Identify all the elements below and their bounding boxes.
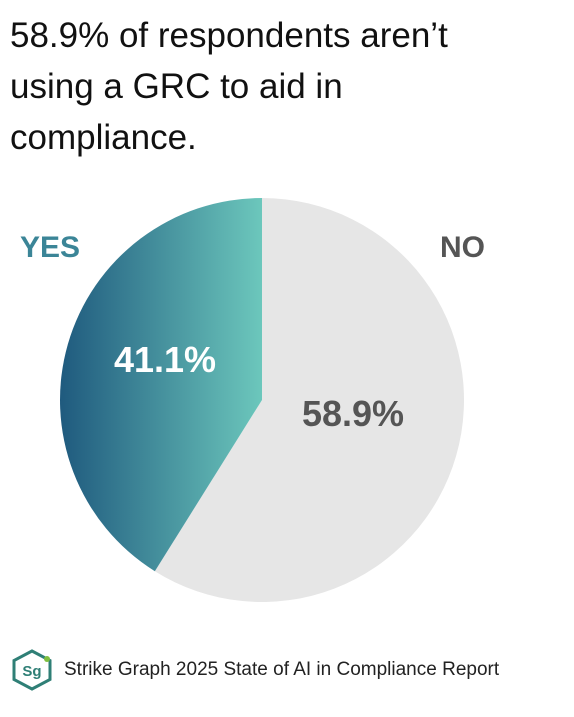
category-label-no: NO	[440, 231, 485, 264]
source-text: Strike Graph 2025 State of AI in Complia…	[64, 659, 500, 680]
chart-title: 58.9% of respondents aren’t using a GRC …	[10, 16, 448, 157]
pie-slice-yes	[60, 198, 263, 572]
pie-slice-no	[154, 198, 465, 602]
strike-graph-logo-icon: Sg	[12, 649, 52, 691]
category-label-yes: YES	[20, 231, 80, 264]
logo-text: Sg	[22, 663, 41, 680]
value-label-yes: 41.1%	[114, 339, 216, 380]
source-footer: Sg Strike Graph 2025 State of AI in Comp…	[10, 649, 500, 691]
value-label-no: 58.9%	[302, 393, 404, 434]
